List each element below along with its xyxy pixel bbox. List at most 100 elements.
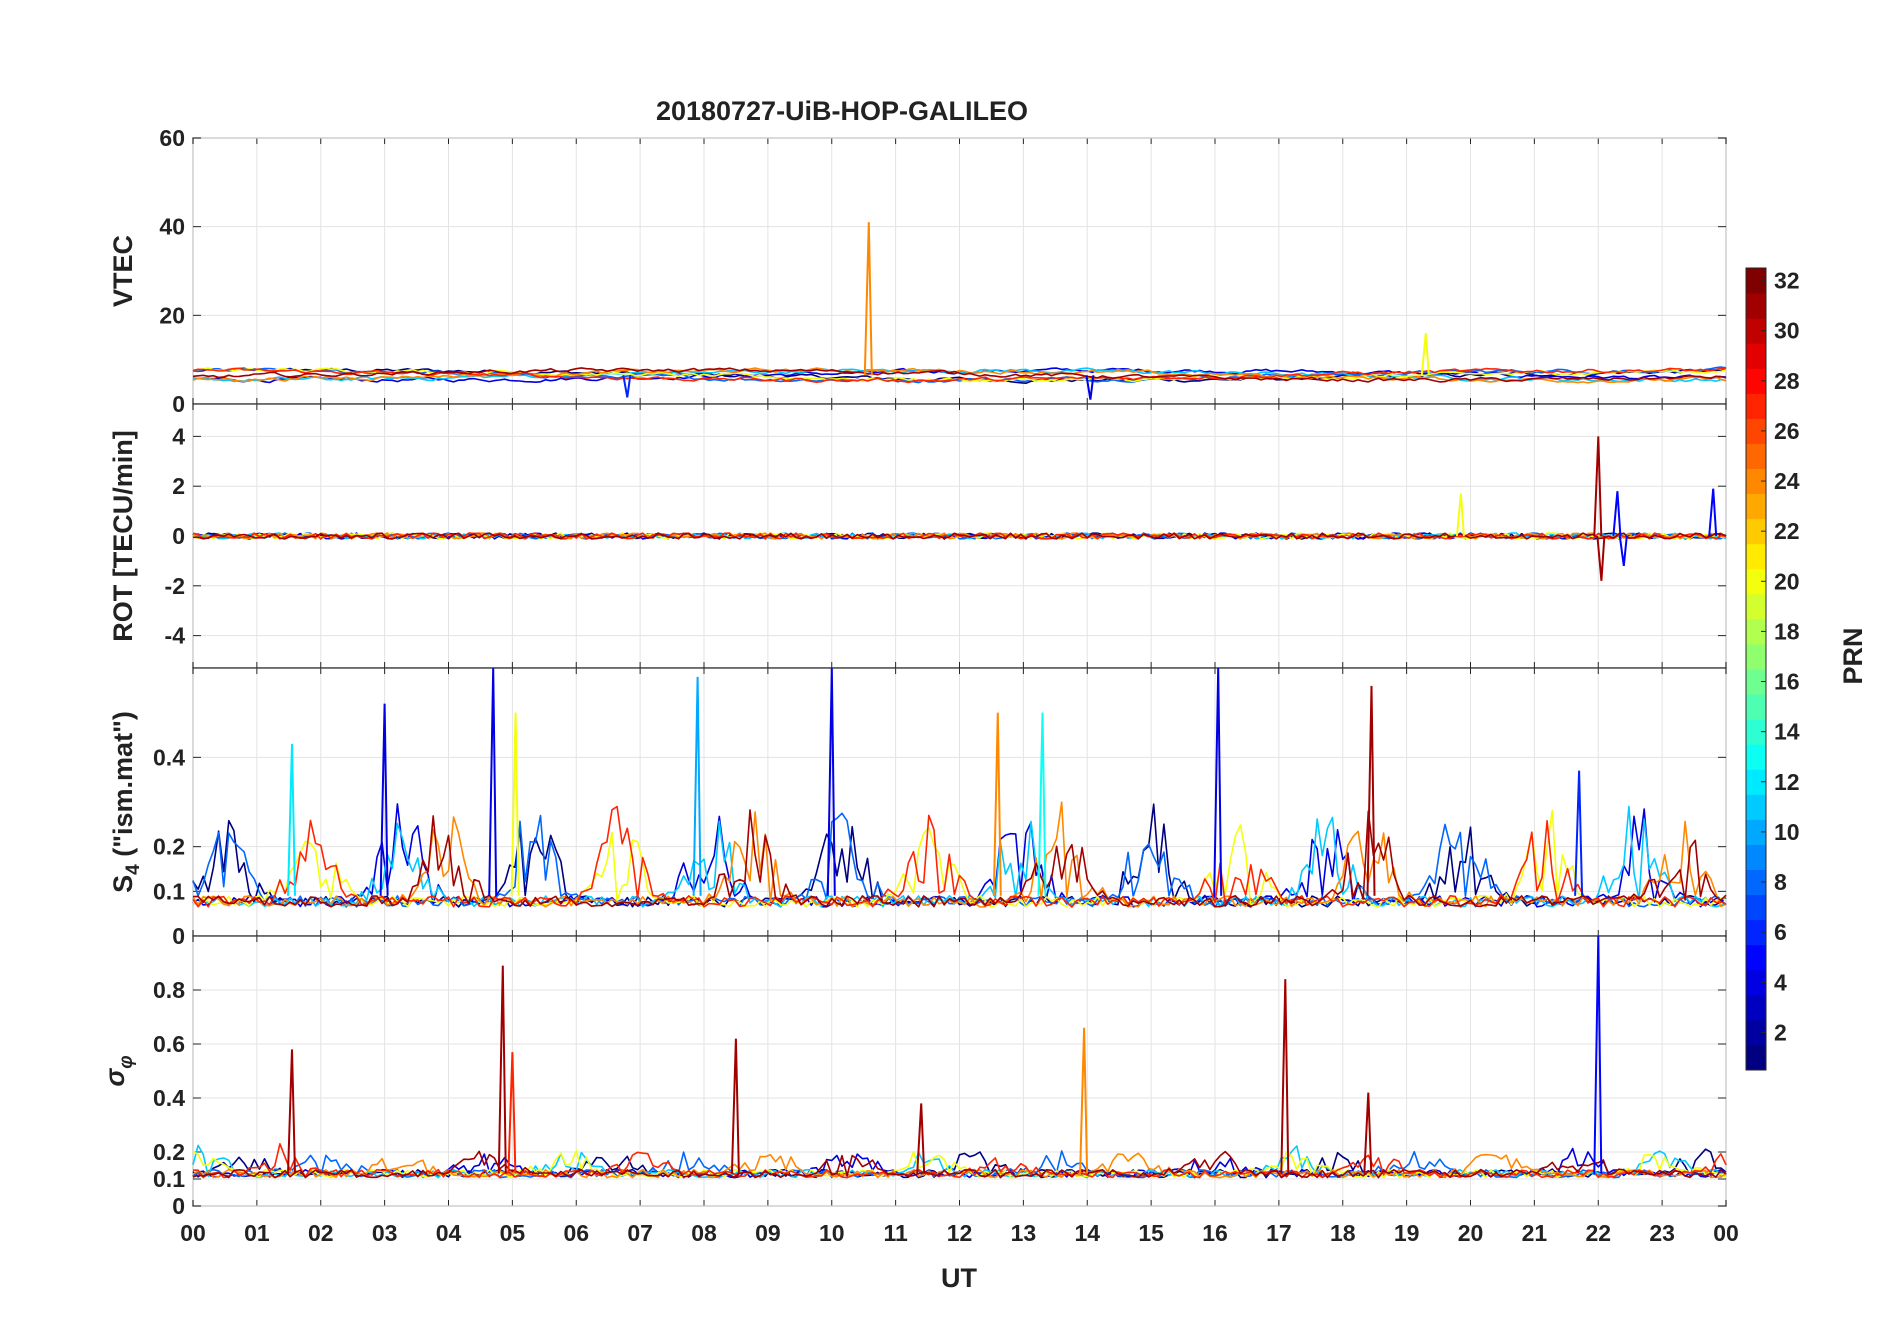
colorbar-swatch xyxy=(1746,794,1766,820)
colorbar-swatch xyxy=(1746,994,1766,1021)
colorbar-swatch xyxy=(1746,819,1766,845)
spike-mark xyxy=(1037,712,1047,896)
colorbar-tick-label: 6 xyxy=(1774,919,1787,945)
panel-sigma-phi-yticks: 00.10.2 0.4 0.6 0.8 xyxy=(153,977,185,1219)
spike-mark xyxy=(1363,1092,1373,1174)
spike-mark xyxy=(1593,436,1603,537)
colorbar-tick-label: 8 xyxy=(1774,869,1787,895)
panel-rot-yticks: -4 -2 0 2 4 xyxy=(165,423,186,648)
colorbar-swatch xyxy=(1746,669,1766,695)
colorbar-swatch xyxy=(1746,418,1766,444)
panel-s4-ylabel: S4 ("ism.mat") xyxy=(108,711,144,893)
y-tick-label: 0 xyxy=(172,391,185,417)
colorbar-tick-label: 18 xyxy=(1774,618,1800,644)
colorbar-swatch xyxy=(1746,919,1766,946)
y-tick-label: 0.2 xyxy=(153,834,185,860)
x-tick-label: 22 xyxy=(1585,1220,1611,1246)
spike-mark xyxy=(1213,667,1223,896)
colorbar-swatch xyxy=(1746,719,1766,745)
colorbar-tick-label: 32 xyxy=(1774,268,1800,294)
colorbar-swatch xyxy=(1746,368,1766,394)
colorbar-tick-label: 16 xyxy=(1774,669,1800,695)
s4-label-main: S xyxy=(108,875,138,893)
panel-sigma-phi-ylabel: σφ xyxy=(100,1055,137,1086)
panel-sigma-phi-traces xyxy=(192,935,1727,1179)
colorbar-swatch xyxy=(1746,318,1766,344)
series-11-line xyxy=(192,805,1727,908)
colorbar-swatch xyxy=(1746,618,1766,645)
spike-mark xyxy=(916,1103,926,1174)
x-tick-label: 00 xyxy=(180,1220,206,1246)
spike-mark xyxy=(1085,375,1095,400)
x-tick-label: 05 xyxy=(500,1220,526,1246)
y-tick-label: 60 xyxy=(159,125,185,151)
colorbar-tick-label: 30 xyxy=(1774,318,1800,344)
colorbar-swatch xyxy=(1746,643,1766,670)
colorbar-swatch xyxy=(1746,1019,1766,1046)
colorbar-swatch xyxy=(1746,844,1766,870)
series-27-line xyxy=(192,532,1727,540)
x-tick-label: 12 xyxy=(947,1220,973,1246)
x-tick-label: 19 xyxy=(1394,1220,1420,1246)
panel-vtec-grid xyxy=(192,137,1727,405)
x-axis-label: UT xyxy=(941,1263,977,1293)
y-tick-label: 40 xyxy=(159,214,185,240)
x-tick-label: 18 xyxy=(1330,1220,1356,1246)
x-tick-label: 01 xyxy=(244,1220,270,1246)
y-tick-label: 0.4 xyxy=(153,1085,185,1111)
s4-label-rest: ("ism.mat") xyxy=(108,711,138,864)
x-tick-label: 08 xyxy=(691,1220,717,1246)
colorbar-swatch xyxy=(1746,969,1766,996)
spike-mark xyxy=(622,375,632,398)
series-31-line xyxy=(192,1150,1727,1179)
sigma-label-sub: φ xyxy=(116,1055,137,1068)
spike-mark xyxy=(488,667,498,896)
x-tick-label: 13 xyxy=(1011,1220,1037,1246)
x-tick-label: 02 xyxy=(308,1220,334,1246)
spike-mark xyxy=(1612,491,1622,537)
series-31-line xyxy=(193,532,1727,540)
colorbar-swatch xyxy=(1746,393,1766,419)
panel-rot: -4 -2 0 2 4 ROT [TECU/min] xyxy=(108,403,1727,669)
x-tick-label: 04 xyxy=(436,1220,462,1246)
spike-mark xyxy=(379,703,389,896)
x-tick-label: 20 xyxy=(1458,1220,1484,1246)
spike-mark xyxy=(287,1049,296,1174)
panel-s4: 0 0.1 0.2 0.4 S4 ("ism.mat") xyxy=(108,667,1727,949)
colorbar-swatch xyxy=(1746,293,1766,319)
chart-title: 20180727-UiB-HOP-GALILEO xyxy=(656,96,1028,126)
x-tick-label: 23 xyxy=(1649,1220,1675,1246)
series-27-line xyxy=(192,805,1727,908)
colorbar-swatch xyxy=(1746,543,1766,570)
x-tick-label: 16 xyxy=(1202,1220,1228,1246)
x-tick-label: 09 xyxy=(755,1220,781,1246)
spike-mark xyxy=(1420,333,1430,376)
colorbar-swatch xyxy=(1746,343,1766,369)
colorbar-swatch xyxy=(1746,869,1766,896)
colorbar-swatch xyxy=(1746,468,1766,495)
x-tick-label: 00 xyxy=(1713,1220,1739,1246)
series-11-line xyxy=(192,367,1727,383)
colorbar-swatch xyxy=(1746,1044,1766,1071)
panel-vtec-traces xyxy=(192,222,1727,400)
y-tick-label: 0.6 xyxy=(153,1031,185,1057)
spike-mark xyxy=(1455,493,1465,537)
colorbar-label-group: PRN xyxy=(1838,627,1868,684)
panel-s4-traces xyxy=(192,667,1727,908)
spike-mark xyxy=(1280,979,1290,1174)
y-tick-label: 0 xyxy=(172,923,185,949)
spike-mark xyxy=(1366,685,1376,896)
spike-mark xyxy=(992,712,1002,896)
colorbar-swatch xyxy=(1746,268,1766,294)
colorbar-swatch xyxy=(1746,694,1766,720)
rot-axis-label: ROT [TECU/min] xyxy=(108,430,138,641)
spike-mark xyxy=(287,743,296,896)
x-tick-label: 03 xyxy=(372,1220,398,1246)
y-tick-label: 0 xyxy=(172,1193,185,1219)
sigma-phi-axis-label: σφ xyxy=(100,1055,137,1086)
y-tick-label: 0 xyxy=(172,523,185,549)
series-31-line xyxy=(192,367,1727,383)
y-tick-label: 4 xyxy=(172,423,185,449)
